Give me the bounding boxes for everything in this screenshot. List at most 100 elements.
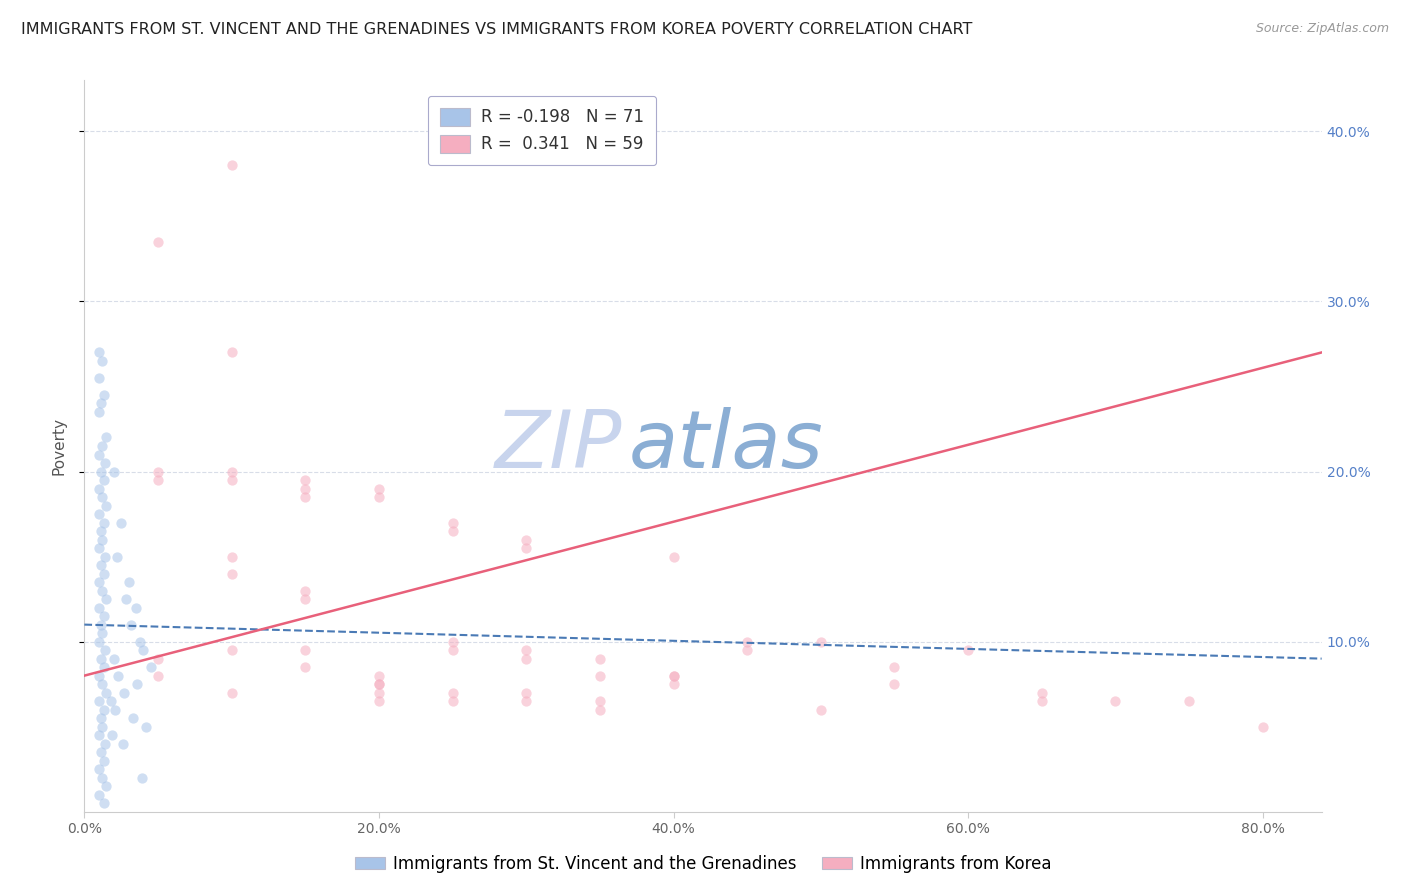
Legend: Immigrants from St. Vincent and the Grenadines, Immigrants from Korea: Immigrants from St. Vincent and the Gren… xyxy=(349,848,1057,880)
Point xyxy=(87,482,110,496)
Point xyxy=(94,549,117,564)
Point xyxy=(294,482,316,496)
Point xyxy=(90,651,112,665)
Point xyxy=(93,796,115,810)
Point xyxy=(294,592,316,607)
Point xyxy=(90,396,112,410)
Point xyxy=(1178,694,1201,708)
Point xyxy=(93,473,115,487)
Point xyxy=(91,626,114,640)
Point xyxy=(589,651,612,665)
Point xyxy=(87,345,110,359)
Point xyxy=(957,643,980,657)
Point xyxy=(221,686,243,700)
Point xyxy=(1031,686,1053,700)
Point xyxy=(112,686,135,700)
Point xyxy=(90,745,112,759)
Point xyxy=(810,703,832,717)
Point xyxy=(87,448,110,462)
Point xyxy=(294,643,316,657)
Point xyxy=(368,677,391,691)
Point xyxy=(122,711,145,725)
Point xyxy=(127,677,149,691)
Point xyxy=(96,779,118,793)
Point xyxy=(139,660,162,674)
Point xyxy=(87,575,110,590)
Point xyxy=(87,762,110,776)
Point xyxy=(368,677,391,691)
Point xyxy=(515,643,537,657)
Point xyxy=(441,524,464,538)
Point xyxy=(221,566,243,581)
Legend: R = -0.198   N = 71, R =  0.341   N = 59: R = -0.198 N = 71, R = 0.341 N = 59 xyxy=(429,96,657,165)
Point xyxy=(111,737,134,751)
Point xyxy=(125,600,148,615)
Point xyxy=(114,592,136,607)
Point xyxy=(294,490,316,504)
Point xyxy=(441,634,464,648)
Point xyxy=(810,634,832,648)
Point xyxy=(87,600,110,615)
Point xyxy=(90,524,112,538)
Point xyxy=(93,660,115,674)
Point xyxy=(91,771,114,785)
Point xyxy=(589,694,612,708)
Point xyxy=(87,634,110,648)
Point xyxy=(368,694,391,708)
Point xyxy=(131,771,153,785)
Point xyxy=(94,737,117,751)
Point xyxy=(96,430,118,444)
Point xyxy=(107,668,129,682)
Point xyxy=(87,788,110,802)
Point xyxy=(91,677,114,691)
Point xyxy=(87,405,110,419)
Point xyxy=(441,694,464,708)
Point xyxy=(132,643,155,657)
Point xyxy=(93,566,115,581)
Point xyxy=(662,677,685,691)
Point xyxy=(103,465,125,479)
Point xyxy=(93,516,115,530)
Point xyxy=(441,516,464,530)
Point xyxy=(589,668,612,682)
Point xyxy=(146,465,169,479)
Point xyxy=(146,651,169,665)
Point xyxy=(221,473,243,487)
Text: ZIP: ZIP xyxy=(495,407,623,485)
Point xyxy=(1251,720,1274,734)
Point xyxy=(87,728,110,742)
Point xyxy=(515,694,537,708)
Point xyxy=(662,668,685,682)
Point xyxy=(90,711,112,725)
Point xyxy=(94,456,117,470)
Point xyxy=(883,677,905,691)
Point xyxy=(91,490,114,504)
Point xyxy=(146,473,169,487)
Point xyxy=(294,660,316,674)
Point xyxy=(93,703,115,717)
Point xyxy=(90,617,112,632)
Point xyxy=(93,754,115,768)
Point xyxy=(117,575,139,590)
Point xyxy=(146,235,169,249)
Point xyxy=(515,541,537,555)
Text: IMMIGRANTS FROM ST. VINCENT AND THE GRENADINES VS IMMIGRANTS FROM KOREA POVERTY : IMMIGRANTS FROM ST. VINCENT AND THE GREN… xyxy=(21,22,973,37)
Point xyxy=(96,499,118,513)
Point xyxy=(87,507,110,521)
Point xyxy=(221,549,243,564)
Point xyxy=(515,533,537,547)
Point xyxy=(93,609,115,624)
Point xyxy=(103,651,125,665)
Point xyxy=(662,549,685,564)
Point xyxy=(368,482,391,496)
Point xyxy=(121,617,143,632)
Point xyxy=(883,660,905,674)
Point xyxy=(662,668,685,682)
Text: Source: ZipAtlas.com: Source: ZipAtlas.com xyxy=(1256,22,1389,36)
Point xyxy=(368,490,391,504)
Point xyxy=(515,651,537,665)
Point xyxy=(221,643,243,657)
Point xyxy=(735,634,758,648)
Point xyxy=(90,465,112,479)
Point xyxy=(589,703,612,717)
